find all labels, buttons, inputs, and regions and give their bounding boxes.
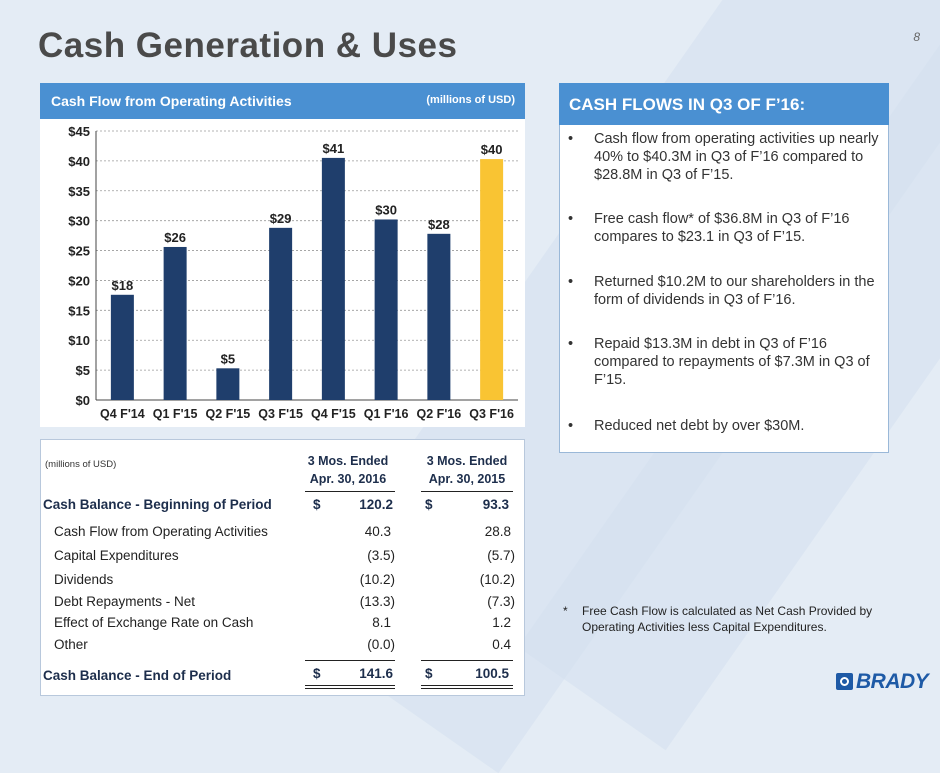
table-row-v2: (10.2) xyxy=(479,572,515,587)
data-label: $29 xyxy=(270,211,292,226)
y-tick-label: $45 xyxy=(68,124,90,139)
begin-label: Cash Balance - Beginning of Period xyxy=(43,497,272,512)
chart-panel-header: Cash Flow from Operating Activities (mil… xyxy=(40,83,525,119)
table-row-v1: 8.1 xyxy=(372,615,391,630)
y-tick-label: $20 xyxy=(68,273,90,288)
y-tick-label: $40 xyxy=(68,154,90,169)
table-row-label: Debt Repayments - Net xyxy=(54,594,196,609)
cash-flows-heading: CASH FLOWS IN Q3 OF F’16: xyxy=(559,83,889,125)
y-tick-label: $5 xyxy=(76,363,90,378)
table-row-label: Other xyxy=(54,637,88,652)
table-row-v1: (3.5) xyxy=(367,548,395,563)
list-item: • Repaid $13.3M in debt in Q3 of F’16 com… xyxy=(568,336,870,388)
data-label: $5 xyxy=(221,351,235,366)
data-label: $30 xyxy=(375,202,397,217)
table-row-v1: (0.0) xyxy=(367,637,395,652)
table-row-v2: (7.3) xyxy=(487,594,515,609)
bar xyxy=(163,246,187,400)
end-label: Cash Balance - End of Period xyxy=(43,668,232,683)
x-tick-label: Q4 F'14 xyxy=(100,407,145,421)
page-title: Cash Generation & Uses xyxy=(38,26,458,65)
begin-v1: 120.2 xyxy=(359,497,393,512)
y-tick-label: $30 xyxy=(68,214,90,229)
x-tick-label: Q4 F'15 xyxy=(311,407,356,421)
bar-chart: $0 $5 $10 $15 $20 $25 $30 $35 $40 $45 $18 Q4 F'14 $2… xyxy=(40,119,525,427)
x-tick-label: Q1 F'16 xyxy=(364,407,409,421)
column-header-2015: 3 Mos. Ended Apr. 30, 2015 xyxy=(426,454,508,486)
table-units: (millions of USD) xyxy=(45,459,117,470)
list-item: • Returned $10.2M to our shareholders in … xyxy=(568,274,875,308)
logo-icon xyxy=(836,673,853,690)
begin-v2: 93.3 xyxy=(482,497,509,512)
table-row-v2: 28.8 xyxy=(484,524,511,539)
bar xyxy=(216,368,240,400)
chart-units: (millions of USD) xyxy=(426,94,515,106)
table-row-label: Cash Flow from Operating Activities xyxy=(54,524,268,539)
table-row-v2: (5.7) xyxy=(487,548,515,563)
table-row-v2: 1.2 xyxy=(492,615,511,630)
data-label: $28 xyxy=(428,217,450,232)
x-tick-label: Q3 F'15 xyxy=(258,407,303,421)
list-item: • Reduced net debt by over $30M. xyxy=(568,418,805,434)
footnote: * Free Cash Flow is calculated as Net Ca… xyxy=(563,604,873,634)
end-v2: 100.5 xyxy=(475,666,509,681)
x-tick-label: Q1 F'15 xyxy=(153,407,198,421)
y-tick-label: $25 xyxy=(68,244,90,259)
table-row-label: Effect of Exchange Rate on Cash xyxy=(54,615,254,630)
x-tick-label: Q2 F'15 xyxy=(206,407,251,421)
table-row-label: Dividends xyxy=(54,572,114,587)
x-tick-label: Q2 F'16 xyxy=(417,407,462,421)
y-tick-label: $0 xyxy=(76,393,90,408)
y-tick-label: $10 xyxy=(68,333,90,348)
column-header-2016: 3 Mos. Ended Apr. 30, 2016 xyxy=(307,454,389,486)
list-item: • Cash flow from operating activities up … xyxy=(568,131,879,183)
end-v1: 141.6 xyxy=(359,666,393,681)
table-row-v1: (10.2) xyxy=(359,572,395,587)
data-label: $26 xyxy=(164,230,186,245)
data-label: $40 xyxy=(481,142,503,157)
bar xyxy=(480,159,504,400)
chart-title: Cash Flow from Operating Activities xyxy=(51,93,292,109)
list-item: • Free cash flow* of $36.8M in Q3 of F’16… xyxy=(568,211,850,245)
table-row-v1: 40.3 xyxy=(364,524,391,539)
cash-flows-panel: • Cash flow from operating activities up … xyxy=(559,125,889,453)
table-row-v2: 0.4 xyxy=(492,637,511,652)
bar-chart-svg: $0 $5 $10 $15 $20 $25 $30 $35 $40 $45 $18 Q4 F'14 $2… xyxy=(68,124,518,421)
bar xyxy=(321,157,345,400)
y-tick-label: $35 xyxy=(68,184,90,199)
bar xyxy=(374,219,398,400)
table-row-label: Capital Expenditures xyxy=(54,548,179,563)
x-tick-label: Q3 F'16 xyxy=(469,407,514,421)
bar xyxy=(427,233,451,400)
brady-logo: BRADY xyxy=(836,670,929,693)
page-number: 8 xyxy=(913,30,920,44)
y-tick-label: $15 xyxy=(68,303,90,318)
cash-balance-table: (millions of USD) 3 Mos. Ended Apr. 30, … xyxy=(40,439,525,696)
bar xyxy=(269,227,293,400)
data-label: $18 xyxy=(112,278,134,293)
data-label: $41 xyxy=(323,141,345,156)
table-row-v1: (13.3) xyxy=(359,594,395,609)
bar xyxy=(110,294,134,400)
